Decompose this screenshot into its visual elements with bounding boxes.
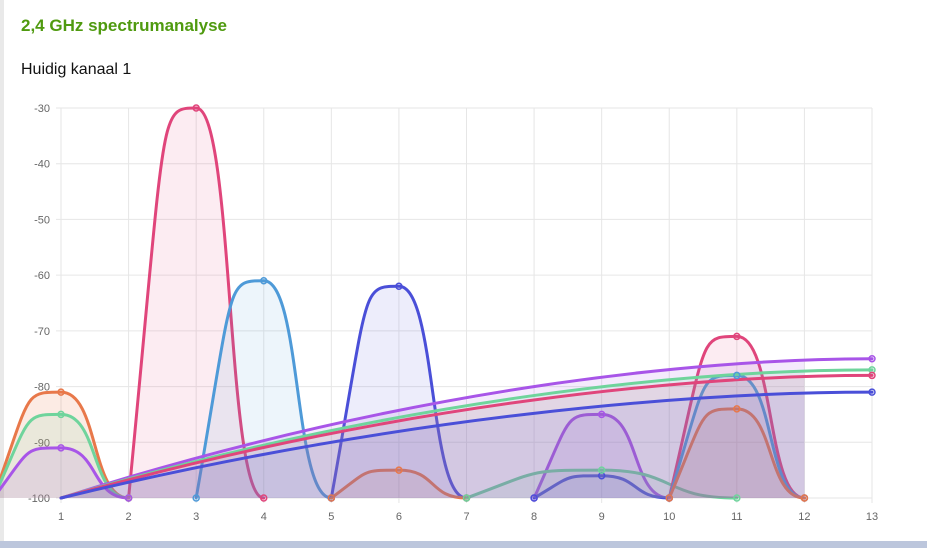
- data-point: [395, 466, 403, 474]
- x-tick-label: 6: [396, 511, 402, 523]
- data-point: [597, 410, 606, 419]
- x-tick-label: 7: [463, 511, 469, 523]
- data-point: [192, 494, 200, 502]
- x-tick-label: 4: [261, 511, 267, 523]
- data-point: [57, 388, 65, 396]
- bottom-band: [0, 541, 927, 548]
- data-point: [530, 494, 538, 502]
- data-point: [395, 282, 403, 291]
- data-point: [327, 494, 336, 502]
- chart-axes: -30-40-50-60-70-80-90-100123456789101112…: [28, 103, 878, 523]
- data-point: [192, 104, 200, 112]
- x-tick-label: 9: [599, 511, 605, 523]
- left-border: [0, 0, 4, 548]
- y-tick-label: -70: [34, 326, 50, 338]
- y-tick-label: -90: [34, 437, 50, 449]
- data-point: [733, 332, 741, 341]
- x-tick-label: 1: [58, 511, 64, 523]
- x-tick-label: 3: [193, 511, 199, 523]
- series-line-15: [59, 373, 874, 500]
- data-point: [733, 405, 741, 413]
- series-line-9: [465, 468, 739, 500]
- series-area-8: [534, 475, 670, 498]
- y-tick-label: -80: [34, 382, 50, 394]
- data-point: [733, 494, 741, 502]
- series-area-2: [331, 286, 467, 498]
- data-point: [57, 410, 65, 419]
- series-line-0: [127, 106, 266, 500]
- series-area-13: [61, 360, 805, 498]
- series-line-14: [59, 368, 874, 500]
- x-tick-label: 10: [663, 511, 675, 523]
- series-area-0: [128, 108, 264, 498]
- series-area-1: [196, 280, 332, 498]
- y-tick-label: -40: [34, 159, 50, 171]
- series-line-16: [59, 390, 874, 500]
- series-area-11: [669, 375, 805, 498]
- data-point: [733, 371, 741, 380]
- series-line-13: [59, 357, 874, 500]
- y-tick-label: -100: [28, 493, 50, 505]
- series-area-12: [669, 408, 805, 498]
- data-point: [868, 354, 876, 363]
- data-point: [597, 466, 606, 474]
- y-tick-label: -50: [34, 214, 50, 226]
- data-point: [800, 494, 809, 502]
- data-point: [868, 388, 876, 396]
- data-point: [260, 276, 268, 285]
- data-point: [462, 494, 471, 502]
- series-area-16: [61, 394, 805, 498]
- series-line-4: [0, 390, 131, 500]
- series-line-10: [667, 334, 806, 500]
- data-point: [868, 371, 876, 380]
- series-line-3: [329, 468, 468, 500]
- series-line-5: [0, 412, 131, 500]
- data-point: [124, 494, 133, 502]
- series-line-2: [329, 284, 468, 500]
- series-line-8: [532, 474, 671, 500]
- series-area-9: [466, 470, 737, 498]
- data-point: [260, 494, 268, 502]
- current-channel-label: Huidig kanaal 1: [21, 61, 132, 78]
- y-tick-label: -60: [34, 270, 50, 282]
- page-title: 2,4 GHz spectrumanalyse: [21, 16, 227, 35]
- x-tick-label: 13: [866, 511, 878, 523]
- x-tick-label: 5: [328, 511, 334, 523]
- y-tick-label: -30: [34, 103, 50, 115]
- data-point: [665, 494, 673, 502]
- x-tick-label: 8: [531, 511, 537, 523]
- chart-points: [57, 104, 876, 502]
- x-tick-label: 11: [731, 511, 742, 523]
- series-area-3: [331, 470, 467, 498]
- x-tick-label: 2: [126, 511, 132, 523]
- series-line-7: [532, 412, 671, 500]
- chart-series: [0, 106, 874, 500]
- series-line-1: [194, 279, 333, 500]
- series-line-12: [667, 407, 806, 500]
- x-tick-label: 12: [798, 511, 810, 523]
- series-area-15: [61, 377, 805, 498]
- data-point: [57, 444, 65, 452]
